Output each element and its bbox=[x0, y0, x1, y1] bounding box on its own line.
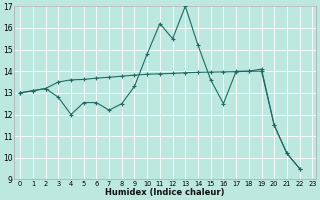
X-axis label: Humidex (Indice chaleur): Humidex (Indice chaleur) bbox=[105, 188, 225, 197]
